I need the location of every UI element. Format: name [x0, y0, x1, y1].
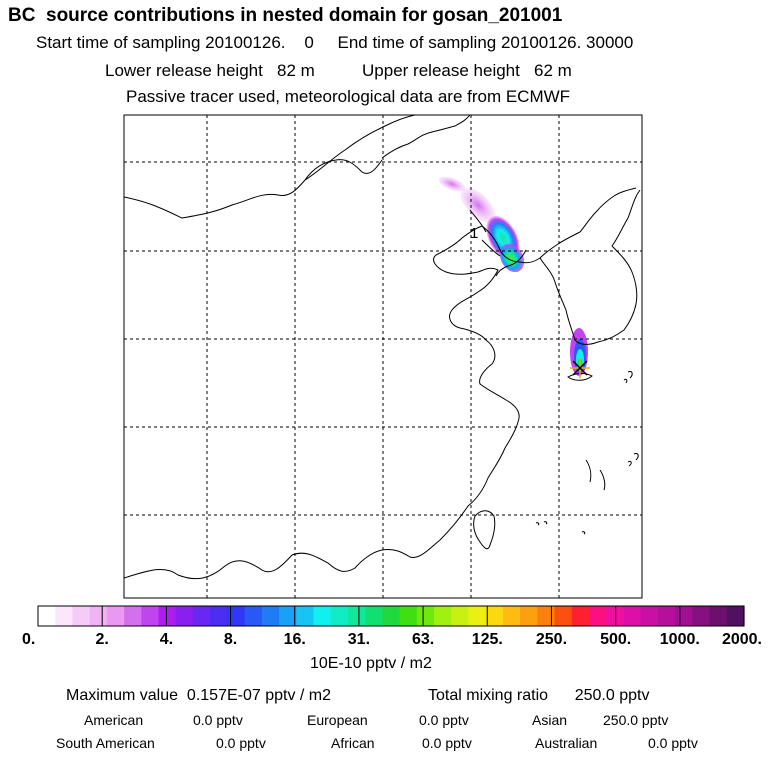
colorbar-tick-label: 31. — [348, 631, 370, 648]
colorbar-cell — [657, 606, 676, 626]
region-south-american-name: South American — [56, 735, 155, 751]
sampling-end-value: 20100126. 30000 — [500, 33, 634, 52]
region-asian-value: 250.0 pptv — [603, 712, 669, 728]
colorbar-cell — [330, 606, 349, 626]
colorbar-cell — [279, 606, 297, 626]
colorbar-cell — [675, 606, 693, 626]
colorbar-cell — [72, 606, 91, 626]
colorbar-cell — [192, 606, 211, 626]
tracer-note: Passive tracer used, meteorological data… — [126, 87, 571, 106]
colorbar-cell — [106, 606, 125, 626]
sampling-end-label: End time of sampling — [337, 33, 497, 52]
colorbar-tick-label: 4. — [160, 631, 173, 648]
colorbar-tick-label: 500. — [600, 631, 631, 648]
colorbar-tick-label: 2000. — [722, 631, 762, 648]
colorbar-cell — [416, 606, 435, 626]
region-african-name: African — [331, 735, 375, 751]
region-european-value: 0.0 pptv — [419, 712, 469, 728]
release-marker-label: 1 — [470, 225, 478, 242]
colorbar: 0. 2. 4. 8. 16. 31. 63. 125. 250. 500. 1000. 2000. — [22, 605, 762, 648]
total-label: Total mixing ratio — [428, 687, 549, 704]
colorbar-cell — [726, 606, 745, 626]
colorbar-cell — [537, 606, 556, 626]
sampling-start-label: Start time of sampling — [36, 33, 201, 52]
colorbar-cell — [175, 606, 194, 626]
colorbar-unit: 10E-10 pptv / m2 — [310, 655, 432, 672]
colorbar-cell — [365, 606, 383, 626]
colorbar-tick-label: 2. — [96, 631, 109, 648]
region-american-name: American — [84, 712, 144, 728]
colorbar-cell — [296, 606, 315, 626]
region-european-name: European — [307, 712, 368, 728]
colorbar-tick-label: 125. — [472, 631, 503, 648]
colorbar-tick-label: 8. — [224, 631, 237, 648]
region-australian-name: Australian — [535, 735, 598, 751]
colorbar-cell — [89, 606, 108, 626]
colorbar-cell — [55, 606, 74, 626]
colorbar-cell — [399, 606, 418, 626]
region-asian-name: Asian — [532, 712, 568, 728]
colorbar-cell — [589, 606, 607, 626]
colorbar-tick-label: 0. — [22, 631, 35, 648]
colorbar-tick-label: 1000. — [660, 631, 700, 648]
max-value-line: Maximum value 0.157E-07 pptv / m2 — [66, 687, 331, 705]
release-height-line: Lower release height 82 m Upper release … — [105, 62, 572, 79]
concentration-plume-north — [438, 176, 525, 273]
sampling-start-value: 20100126. 0 — [205, 33, 314, 52]
colorbar-cell — [623, 606, 642, 626]
colorbar-cell — [451, 606, 470, 626]
sampling-time-line: Start time of sampling 20100126. 0 End t… — [36, 34, 633, 51]
max-label: Maximum value — [66, 687, 179, 704]
colorbar-cell — [382, 606, 401, 626]
colorbar-cell — [38, 606, 56, 626]
coastlines — [124, 115, 641, 580]
region-australian-value: 0.0 pptv — [648, 735, 698, 751]
colorbar-cell — [502, 606, 521, 626]
colorbar-tick-label: 16. — [284, 631, 306, 648]
region-south-american-value: 0.0 pptv — [216, 735, 266, 751]
colorbar-cell — [227, 606, 246, 626]
region-american-value: 0.0 pptv — [193, 712, 243, 728]
map-panel: 1 — [123, 114, 643, 599]
upper-release-label: Upper release height — [362, 61, 520, 80]
colorbar-cell — [261, 606, 280, 626]
colorbar-cell — [347, 606, 366, 626]
region-african-value: 0.0 pptv — [422, 735, 472, 751]
max-value: 0.157E-07 pptv / m2 — [186, 687, 332, 704]
colorbar-cell — [640, 606, 659, 626]
colorbar-cell — [468, 606, 487, 626]
colorbar-cell — [141, 606, 160, 626]
colorbar-cell — [124, 606, 142, 626]
lower-release-value: 82 m — [277, 61, 315, 80]
total-mixing-line: Total mixing ratio 250.0 pptv — [428, 687, 649, 705]
lat-lon-grid — [124, 115, 642, 598]
colorbar-cell — [709, 606, 728, 626]
map-frame — [123, 114, 643, 599]
colorbar-cell — [244, 606, 263, 626]
lower-release-label: Lower release height — [105, 61, 263, 80]
colorbar-cell — [571, 606, 590, 626]
colorbar-cell — [554, 606, 573, 626]
colorbar-tick-label: 63. — [412, 631, 434, 648]
colorbar-cell — [520, 606, 538, 626]
colorbar-cell — [313, 606, 332, 626]
upper-release-value: 62 m — [534, 61, 572, 80]
colorbar-cell — [158, 606, 177, 626]
chart-title: BC source contributions in nested domain… — [8, 5, 563, 26]
total-value: 250.0 pptv — [574, 687, 650, 704]
colorbar-tick-label: 250. — [536, 631, 567, 648]
colorbar-cell — [210, 606, 229, 626]
colorbar-cell — [434, 606, 452, 626]
receptor-star-icon — [570, 358, 590, 378]
colorbar-cell — [485, 606, 504, 626]
colorbar-cell — [692, 606, 711, 626]
